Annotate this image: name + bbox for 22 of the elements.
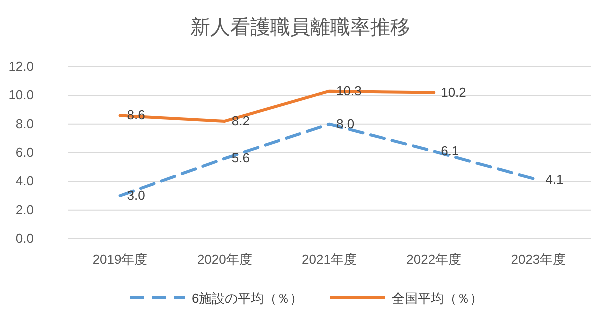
x-tick-label: 2019年度 bbox=[92, 252, 148, 267]
data-label: 8.2 bbox=[232, 113, 250, 128]
data-label: 6.1 bbox=[441, 144, 460, 159]
y-tick-label: 10.0 bbox=[8, 88, 34, 103]
x-tick-label: 2020年度 bbox=[197, 252, 252, 267]
chart-title: 新人看護職員離職率推移 bbox=[190, 17, 410, 39]
legend-label: 全国平均（％） bbox=[392, 291, 483, 306]
data-label: 3.0 bbox=[127, 188, 146, 203]
y-tick-label: 2.0 bbox=[16, 202, 34, 218]
x-tick-label: 2023年度 bbox=[511, 252, 566, 267]
x-tick-label: 2021年度 bbox=[302, 252, 357, 267]
data-label: 5.6 bbox=[232, 150, 250, 166]
data-label: 4.1 bbox=[546, 172, 564, 188]
data-label: 10.2 bbox=[441, 84, 466, 100]
x-tick-label: 2022年度 bbox=[406, 252, 462, 267]
y-tick-label: 12.0 bbox=[8, 59, 34, 74]
data-label: 8.0 bbox=[336, 116, 355, 132]
y-tick-label: 8.0 bbox=[16, 116, 34, 132]
y-tick-label: 6.0 bbox=[16, 145, 34, 160]
legend-label: 6施設の平均（％） bbox=[192, 291, 304, 306]
y-tick-label: 0.0 bbox=[16, 231, 34, 246]
y-tick-label: 4.0 bbox=[16, 174, 34, 189]
